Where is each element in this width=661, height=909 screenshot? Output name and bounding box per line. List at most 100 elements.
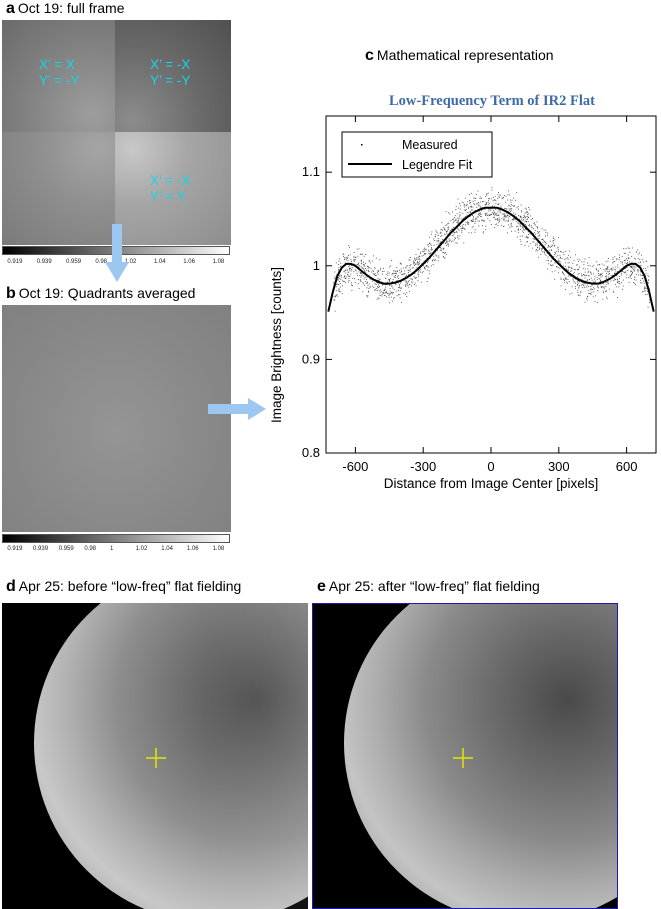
measured-point xyxy=(472,221,473,222)
measured-point xyxy=(590,289,592,291)
measured-point xyxy=(520,244,522,245)
measured-point xyxy=(503,195,505,196)
measured-point xyxy=(455,209,457,210)
measured-point xyxy=(550,260,552,262)
quadrant-label-1-x: X’ = X xyxy=(39,57,75,72)
measured-point xyxy=(588,275,590,277)
measured-point xyxy=(397,282,399,284)
quadrant-label-2: X’ = -X Y’ = -Y xyxy=(150,57,190,89)
measured-point xyxy=(506,220,508,222)
measured-point xyxy=(581,287,583,289)
measured-point xyxy=(474,197,476,199)
measured-point xyxy=(408,265,410,267)
measured-point xyxy=(497,192,499,193)
measured-point xyxy=(468,221,469,223)
measured-point xyxy=(503,215,505,217)
measured-point xyxy=(349,268,350,270)
measured-point xyxy=(405,286,407,287)
measured-point xyxy=(508,219,510,221)
measured-point xyxy=(609,268,611,270)
panel-c-title-text: Mathematical representation xyxy=(376,47,554,63)
measured-point xyxy=(335,286,337,288)
measured-point xyxy=(484,220,486,222)
measured-point xyxy=(409,284,411,285)
measured-point xyxy=(368,270,370,272)
measured-point xyxy=(573,271,575,273)
measured-point xyxy=(337,279,339,281)
measured-point xyxy=(558,272,560,274)
measured-point xyxy=(630,266,632,268)
measured-point xyxy=(611,274,613,276)
measured-point xyxy=(532,241,534,243)
measured-point xyxy=(489,214,491,216)
colorbar-tick-label: 1.04 xyxy=(153,259,166,265)
measured-point xyxy=(518,229,519,231)
measured-point xyxy=(392,287,394,289)
measured-point xyxy=(557,259,559,261)
measured-point xyxy=(529,243,531,245)
measured-point xyxy=(644,286,646,288)
measured-point xyxy=(431,247,432,249)
measured-point xyxy=(437,249,439,251)
measured-point xyxy=(440,231,442,233)
measured-point xyxy=(618,276,620,277)
measured-point xyxy=(508,224,509,226)
measured-point xyxy=(560,285,562,287)
measured-point xyxy=(551,258,553,260)
measured-point xyxy=(402,273,404,275)
measured-point xyxy=(373,270,375,272)
measured-point xyxy=(494,227,496,229)
measured-point xyxy=(399,294,401,296)
measured-point xyxy=(586,298,588,300)
measured-point xyxy=(505,216,507,218)
measured-point xyxy=(629,276,631,278)
measured-point xyxy=(539,240,541,242)
measured-point xyxy=(542,248,544,250)
measured-point xyxy=(342,280,344,282)
measured-point xyxy=(606,268,608,270)
measured-point xyxy=(632,264,634,266)
measured-point xyxy=(397,270,399,272)
measured-point xyxy=(587,295,588,297)
measured-point xyxy=(411,281,413,283)
measured-point xyxy=(547,246,549,248)
measured-point xyxy=(572,278,574,280)
measured-point xyxy=(539,234,541,236)
measured-point xyxy=(418,258,420,260)
measured-point xyxy=(635,284,636,286)
measured-point xyxy=(645,260,647,262)
measured-point xyxy=(566,269,568,271)
measured-point xyxy=(485,215,487,217)
measured-point xyxy=(389,293,391,295)
measured-point xyxy=(527,237,529,239)
measured-point xyxy=(455,206,457,208)
measured-point xyxy=(453,234,455,236)
measured-point xyxy=(334,271,336,273)
measured-point xyxy=(471,219,473,221)
measured-point xyxy=(459,235,461,237)
measured-point xyxy=(372,280,374,282)
measured-point xyxy=(637,270,639,272)
measured-point xyxy=(645,287,647,289)
measured-point xyxy=(476,216,478,218)
measured-point xyxy=(539,244,541,246)
measured-point xyxy=(417,273,419,275)
measured-point xyxy=(505,195,507,197)
measured-point xyxy=(475,217,477,219)
measured-point xyxy=(490,209,492,211)
measured-point xyxy=(413,263,414,265)
measured-point xyxy=(591,284,593,286)
measured-point xyxy=(368,259,370,261)
measured-point xyxy=(406,283,408,285)
full-frame-image: X’ = X Y’ = -Y X’ = -X Y’ = -Y X’ = -X Y… xyxy=(2,20,231,245)
measured-point xyxy=(575,287,577,289)
measured-point xyxy=(496,223,498,225)
measured-point xyxy=(637,274,639,276)
measured-point xyxy=(569,293,571,295)
measured-point xyxy=(368,283,370,285)
measured-point xyxy=(429,242,431,244)
measured-point xyxy=(484,203,486,205)
measured-point xyxy=(612,274,614,276)
measured-point xyxy=(377,279,379,281)
measured-point xyxy=(412,267,414,268)
